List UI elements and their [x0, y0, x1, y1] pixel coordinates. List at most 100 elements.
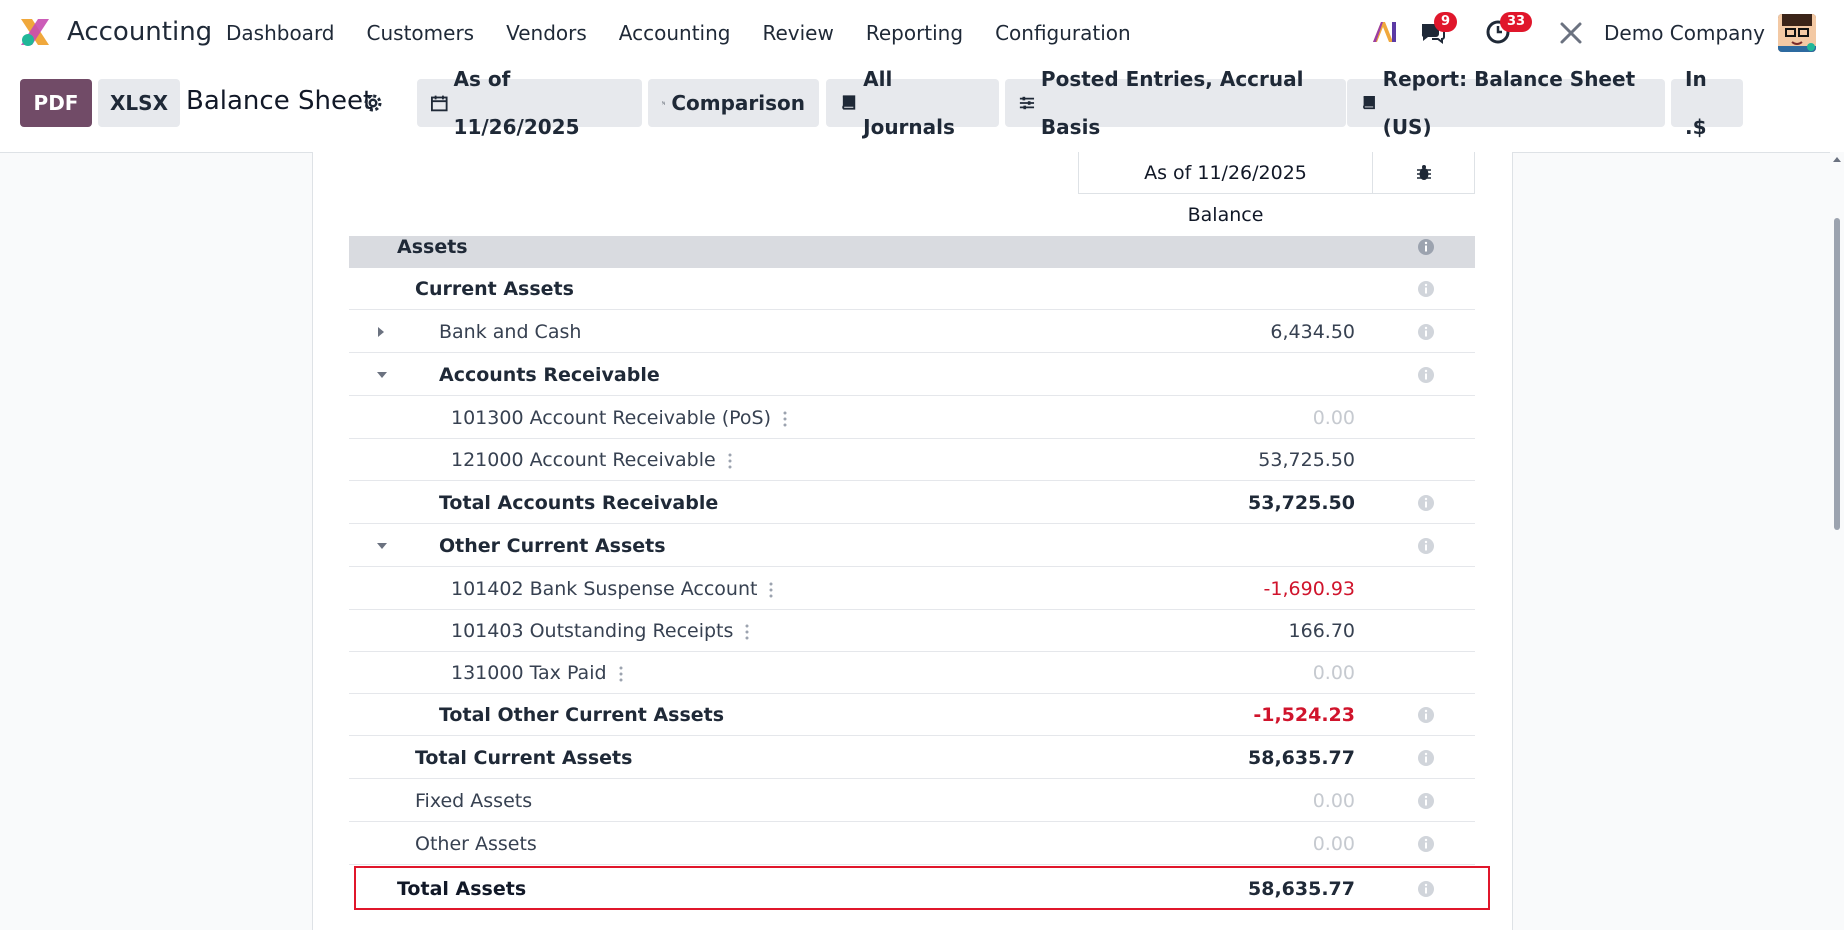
control-panel: PDF XLSX Balance Sheet As of 11/26/2025 …: [0, 66, 1844, 153]
info-icon[interactable]: [1417, 880, 1435, 898]
column-header-date[interactable]: As of 11/26/2025: [1078, 152, 1373, 194]
row-label: 101300 Account Receivable (PoS): [451, 407, 772, 429]
account-row-101402[interactable]: 101402 Bank Suspense Account -1,690.93: [349, 568, 1475, 610]
info-icon[interactable]: [1417, 706, 1435, 724]
section-row-other-assets[interactable]: Other Assets 0.00: [349, 823, 1475, 865]
percent-icon: [662, 101, 666, 105]
menu-customers[interactable]: Customers: [366, 21, 475, 45]
info-icon[interactable]: [1417, 494, 1435, 512]
user-avatar[interactable]: [1778, 14, 1816, 52]
row-amount: -1,524.23: [1253, 704, 1355, 726]
kebab-menu-icon[interactable]: [745, 623, 749, 641]
row-label: Other Assets: [415, 833, 537, 855]
vertical-scrollbar[interactable]: [1830, 152, 1844, 930]
info-icon[interactable]: [1417, 749, 1435, 767]
entries-filter-label: Posted Entries, Accrual Basis: [1040, 67, 1304, 139]
caret-down-icon[interactable]: [375, 369, 389, 381]
debug-tools-icon[interactable]: [1558, 20, 1584, 46]
row-label: Total Other Current Assets: [439, 704, 725, 726]
date-filter-button[interactable]: As of 11/26/2025: [417, 67, 642, 139]
row-amount: 58,635.77: [1248, 878, 1355, 900]
row-label: Total Assets: [397, 878, 527, 900]
kebab-menu-icon[interactable]: [769, 581, 773, 599]
app-title[interactable]: Accounting: [67, 17, 213, 47]
account-row-101300[interactable]: 101300 Account Receivable (PoS) 0.00: [349, 397, 1475, 439]
row-amount: -1,690.93: [1263, 578, 1355, 600]
company-switcher[interactable]: Demo Company: [1604, 21, 1765, 45]
row-label: Total Current Assets: [415, 747, 633, 769]
book-icon: [1363, 96, 1375, 110]
total-row-current-assets: Total Current Assets 58,635.77: [349, 737, 1475, 779]
menu-configuration[interactable]: Configuration: [995, 21, 1131, 45]
section-row-fixed-assets[interactable]: Fixed Assets 0.00: [349, 780, 1475, 822]
pdf-export-button[interactable]: PDF: [20, 79, 92, 127]
page-title: Balance Sheet: [186, 86, 374, 116]
currency-button[interactable]: In .$: [1671, 67, 1743, 139]
report-variant-button[interactable]: Report: Balance Sheet (US): [1347, 67, 1665, 139]
account-row-131000[interactable]: 131000 Tax Paid 0.00: [349, 652, 1475, 694]
account-label[interactable]: 101402 Bank Suspense Account: [451, 568, 773, 610]
section-row-accounts-receivable[interactable]: Accounts Receivable: [349, 354, 1475, 396]
scrollbar-thumb[interactable]: [1834, 218, 1840, 530]
row-amount: 58,635.77: [1248, 747, 1355, 769]
activities-clock-icon[interactable]: [1484, 18, 1512, 46]
account-label[interactable]: 101300 Account Receivable (PoS): [451, 397, 787, 439]
section-row-current-assets[interactable]: Current Assets: [349, 268, 1475, 310]
row-label: Bank and Cash: [439, 321, 582, 343]
row-amount: 0.00: [1312, 662, 1355, 684]
account-label[interactable]: 101403 Outstanding Receipts: [451, 610, 749, 652]
debug-column-header[interactable]: [1373, 152, 1475, 194]
gear-icon[interactable]: [362, 92, 384, 114]
caret-right-icon[interactable]: [375, 325, 387, 339]
kebab-menu-icon[interactable]: [619, 665, 623, 683]
xlsx-export-button[interactable]: XLSX: [98, 79, 180, 127]
journals-filter-button[interactable]: All Journals: [826, 67, 999, 139]
caret-down-icon[interactable]: [375, 540, 389, 552]
section-row-bank-and-cash[interactable]: Bank and Cash 6,434.50: [349, 311, 1475, 353]
menu-dashboard[interactable]: Dashboard: [226, 21, 335, 45]
menu-review[interactable]: Review: [762, 21, 834, 45]
info-icon[interactable]: [1417, 366, 1435, 384]
kebab-menu-icon[interactable]: [728, 452, 732, 470]
menu-accounting[interactable]: Accounting: [618, 21, 731, 45]
main-menu: Dashboard Customers Vendors Accounting R…: [226, 19, 1163, 47]
info-icon[interactable]: [1417, 238, 1435, 256]
menu-reporting[interactable]: Reporting: [865, 21, 964, 45]
account-row-101403[interactable]: 101403 Outstanding Receipts 166.70: [349, 610, 1475, 652]
section-row-other-current-assets[interactable]: Other Current Assets: [349, 525, 1475, 567]
messages-badge: 9: [1434, 12, 1458, 32]
row-amount: 53,725.50: [1248, 492, 1355, 514]
info-icon[interactable]: [1417, 835, 1435, 853]
column-header-balance: Balance: [1187, 204, 1264, 226]
row-label: Total Accounts Receivable: [439, 492, 719, 514]
info-icon[interactable]: [1417, 792, 1435, 810]
date-filter-label: As of 11/26/2025: [453, 67, 580, 139]
top-navbar: Accounting Dashboard Customers Vendors A…: [0, 0, 1844, 66]
entries-filter-button[interactable]: Posted Entries, Accrual Basis: [1005, 67, 1346, 139]
row-label: Fixed Assets: [415, 790, 533, 812]
kebab-menu-icon[interactable]: [783, 410, 787, 428]
menu-vendors[interactable]: Vendors: [506, 21, 587, 45]
currency-label: In .$: [1685, 67, 1707, 139]
app-logo-icon[interactable]: [18, 15, 52, 49]
journals-filter-label: All Journals: [863, 67, 955, 139]
info-icon[interactable]: [1417, 537, 1435, 555]
row-label: 101402 Bank Suspense Account: [451, 578, 758, 600]
info-icon[interactable]: [1417, 323, 1435, 341]
total-row-accounts-receivable: Total Accounts Receivable 53,725.50: [349, 482, 1475, 524]
ai-icon[interactable]: [1370, 18, 1398, 46]
section-row-assets[interactable]: Assets: [349, 236, 1475, 268]
row-amount: 0.00: [1312, 407, 1355, 429]
info-icon[interactable]: [1417, 280, 1435, 298]
activities-badge: 33: [1500, 12, 1533, 32]
account-label[interactable]: 131000 Tax Paid: [451, 652, 623, 694]
row-amount: 0.00: [1312, 833, 1355, 855]
account-label[interactable]: 121000 Account Receivable: [451, 439, 732, 481]
account-row-121000[interactable]: 121000 Account Receivable 53,725.50: [349, 439, 1475, 481]
row-label: 131000 Tax Paid: [451, 662, 607, 684]
row-amount: 166.70: [1288, 620, 1355, 642]
comparison-button[interactable]: Comparison: [648, 79, 819, 127]
scroll-up-arrow-icon[interactable]: [1830, 154, 1844, 164]
total-row-assets: Total Assets 58,635.77: [349, 868, 1475, 910]
row-label: Other Current Assets: [439, 535, 666, 557]
